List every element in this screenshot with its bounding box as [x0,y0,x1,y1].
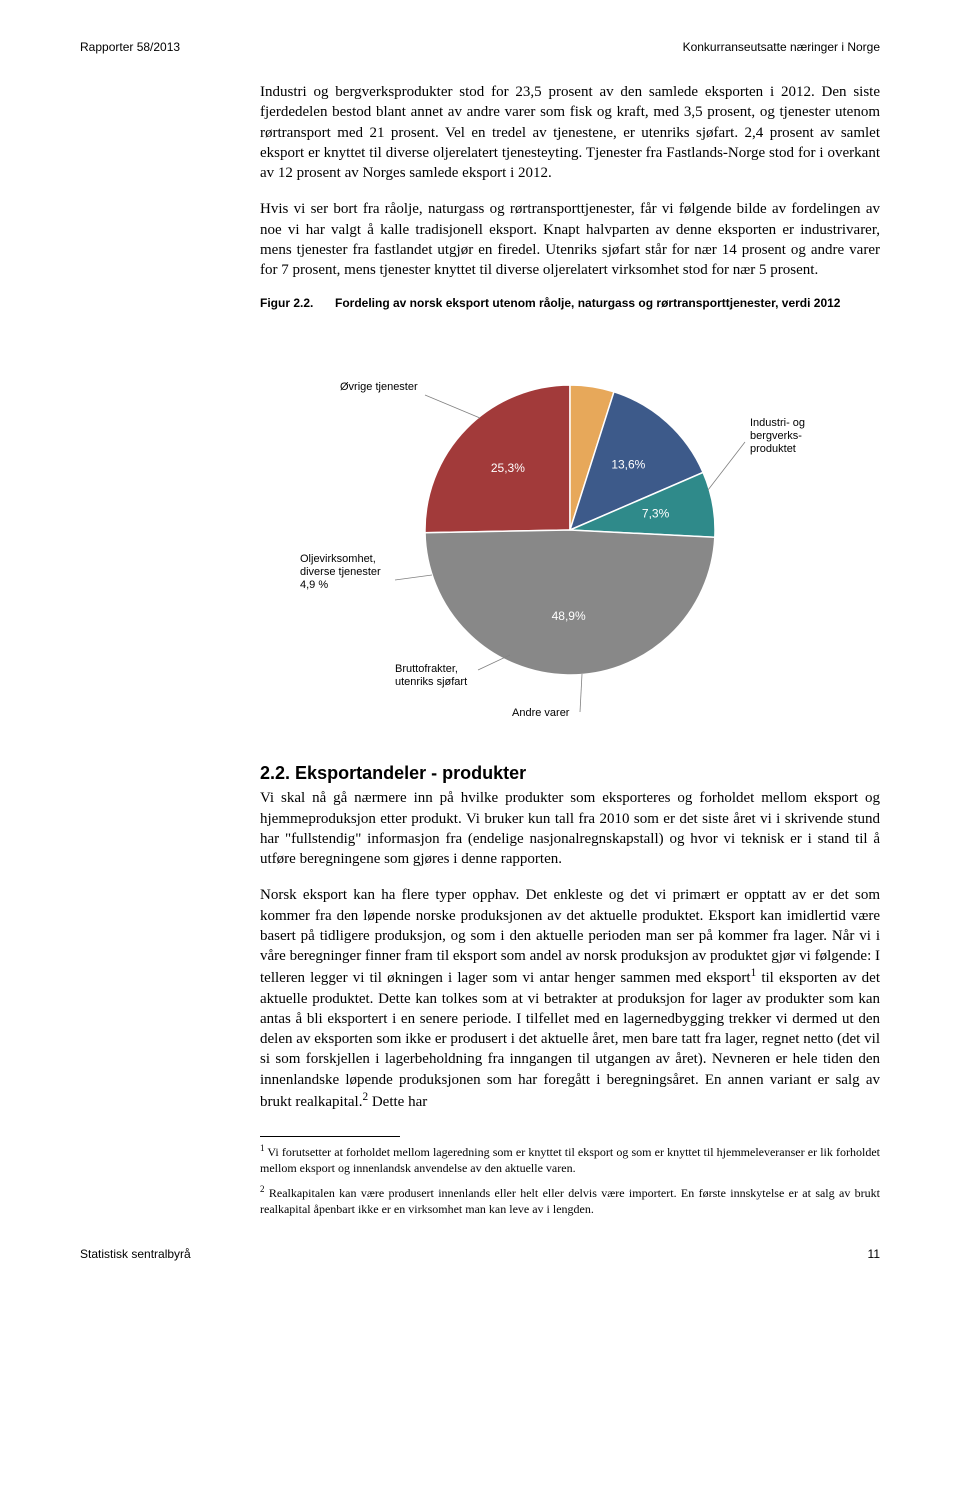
footnote-ref-1: 1 [751,967,757,979]
pie-outside-label: Bruttofrakter,utenriks sjøfart [395,663,467,688]
pie-chart-svg: 25,3% 13,6% 7,3% 48,9% Øvrige tjenester Indus… [260,330,820,730]
page-footer: Statistisk sentralbyrå 11 [80,1247,880,1261]
paragraph-1: Industri og bergverksprodukter stod for … [260,82,880,183]
subsection-number: 2.2. [260,763,290,783]
figure-caption-text: Fordeling av norsk eksport utenom råolje… [335,296,840,310]
pie-slice-label: 48,9% [552,609,586,623]
pie-outside-label: Oljevirksomhet,diverse tjenester4,9 % [300,553,381,591]
footnote-2: 2 Realkapitalen kan være produsert innen… [260,1184,880,1217]
page: Rapporter 58/2013 Konkurranseutsatte nær… [0,0,960,1301]
footnote-1-text: Vi forutsetter at forholdet mellom lager… [260,1145,880,1175]
footnote-2-text: Realkapitalen kan være produsert innenla… [260,1186,880,1216]
figure-caption: Figur 2.2. Fordeling av norsk eksport ut… [260,296,880,310]
pie-leader-line [708,442,745,490]
header-left: Rapporter 58/2013 [80,40,180,54]
footnote-2-marker: 2 [260,1184,265,1194]
pie-slice [425,530,715,675]
footer-left: Statistisk sentralbyrå [80,1247,191,1261]
pie-outside-label: Øvrige tjenester [340,381,418,393]
pie-leader-line [425,395,480,418]
footnote-1: 1 Vi forutsetter at forholdet mellom lag… [260,1143,880,1176]
footnote-1-marker: 1 [260,1143,265,1153]
pie-leader-line [580,674,582,712]
footer-page-number: 11 [868,1247,880,1261]
body-text-top: Industri og bergverksprodukter stod for … [260,82,880,280]
pie-slice-label: 13,6% [611,458,645,472]
figure-label: Figur 2.2. [260,296,335,310]
pie-slice-label: 25,3% [491,461,525,475]
pie-slice-label: 7,3% [642,507,670,521]
subsection-title: Eksportandeler - produkter [295,763,526,783]
subsection-heading: 2.2. Eksportandeler - produkter [260,763,880,784]
paragraph-3: Vi skal nå gå nærmere inn på hvilke prod… [260,788,880,869]
pie-leader-line [478,655,510,670]
paragraph-2: Hvis vi ser bort fra råolje, naturgass o… [260,199,880,280]
pie-outside-label: Industri- ogbergverks-produktet [750,417,805,455]
header-right: Konkurranseutsatte næringer i Norge [683,40,880,54]
footnotes: 1 Vi forutsetter at forholdet mellom lag… [260,1143,880,1217]
page-header: Rapporter 58/2013 Konkurranseutsatte nær… [80,40,880,54]
footnote-ref-2: 2 [362,1091,368,1103]
paragraph-4: Norsk eksport kan ha flere typer opphav.… [260,885,880,1112]
pie-chart: 25,3% 13,6% 7,3% 48,9% Øvrige tjenester Indus… [260,330,880,735]
body-text-bottom: Vi skal nå gå nærmere inn på hvilke prod… [260,788,880,1112]
pie-leader-line [395,575,432,580]
pie-slice [425,385,570,533]
footnote-rule [260,1136,400,1137]
pie-outside-label: Andre varer [512,707,570,719]
